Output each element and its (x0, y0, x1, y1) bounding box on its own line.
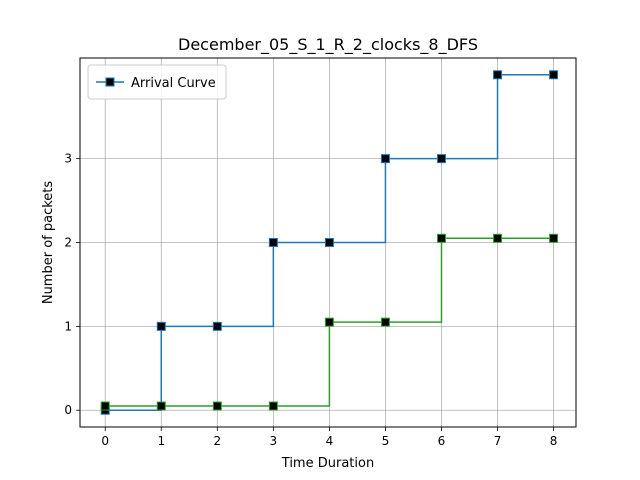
y-tick-label: 0 (64, 403, 72, 417)
x-tick-label: 8 (550, 434, 558, 448)
series-1-point (549, 70, 559, 80)
x-tick-label: 5 (382, 434, 390, 448)
series-layer (100, 70, 559, 415)
x-tick-label: 7 (494, 434, 502, 448)
ticks: 0 1 2 3 4 5 6 7 8 0 1 2 3 (64, 152, 557, 448)
y-axis-label: Number of packets (41, 181, 56, 305)
series-1-point (156, 321, 166, 331)
x-tick-label: 2 (213, 434, 221, 448)
series-2-point (212, 401, 222, 411)
series-2-point (436, 233, 446, 243)
series-2-point (156, 401, 166, 411)
legend-label: Arrival Curve (131, 76, 216, 91)
legend-box (87, 64, 227, 100)
legend: Arrival Curve (87, 64, 227, 100)
x-tick-label: 4 (326, 434, 334, 448)
series-1-point (212, 321, 222, 331)
chart-title: December_05_S_1_R_2_clocks_8_DFS (178, 35, 478, 55)
series-1-point (493, 70, 503, 80)
series-1-point (268, 238, 278, 247)
series-2-point (100, 401, 110, 411)
legend-marker (105, 77, 115, 87)
series-2-point (324, 317, 334, 327)
y-tick-label: 1 (64, 319, 72, 333)
series-1-point (324, 238, 334, 247)
x-tick-label: 0 (101, 434, 109, 448)
series-2-point (268, 401, 278, 411)
series-1-point (436, 154, 446, 164)
x-tick-label: 6 (438, 434, 446, 448)
x-tick-label: 1 (157, 434, 165, 448)
series-2-point (493, 233, 503, 243)
series-2-point (549, 233, 559, 243)
x-axis-label: Time Duration (281, 456, 374, 471)
series-1-point (380, 154, 390, 164)
y-tick-label: 2 (64, 236, 72, 250)
series-2-point (380, 317, 390, 327)
x-tick-label: 3 (270, 434, 278, 448)
y-tick-label: 3 (64, 152, 72, 166)
